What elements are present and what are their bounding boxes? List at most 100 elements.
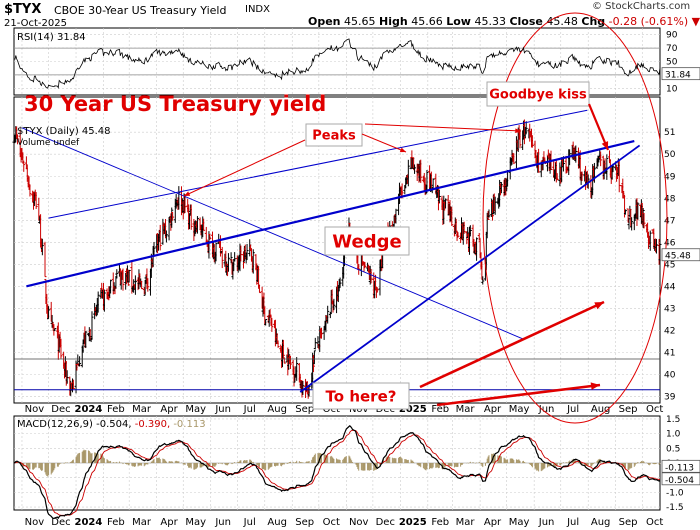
peaks-annotation-box [305,123,363,147]
high-label: High [379,15,408,28]
macd-x-tick-label: Nov [349,517,369,528]
macd-x-tick-label: Aug [591,517,611,528]
macd-x-tick-label: Sep [295,517,314,528]
macd-line [13,424,661,520]
price-y-tick-label: 50 [664,150,676,160]
header-brand: © StockCharts.com [592,1,691,12]
price-last-value: 45.48 [665,252,691,262]
price-y-tick-label: 48 [664,194,676,204]
to-here-arrow-upper [419,300,605,389]
price-x-tick-label: Jul [243,404,256,415]
price-x-tick-label: Mar [132,404,152,415]
wedge-upper-trendline [26,139,635,288]
close-label: Close [509,15,543,28]
rsi-line [14,38,661,89]
macd-x-tick-label: May [185,517,206,528]
macd-legend-value: MACD(12,26,9) -0.504, [17,419,135,430]
macd-last-value: -0.504 [665,476,694,486]
macd-y-tick-label: 0.5 [666,444,680,454]
header-ohlc: Open 45.65 High 45.66 Low 45.33 Close 45… [308,15,700,28]
price-x-tick-label: Aug [267,404,287,415]
rsi-legend: RSI(14) 31.84 [17,32,86,43]
to-here-annotation-label: To here? [326,387,397,405]
wedge-lower-trendline [299,144,641,393]
header-date: 21-Oct-2025 [4,18,67,29]
price-y-tick-label: 49 [664,172,676,182]
rsi-y-tick-label: 70 [666,44,678,54]
price-y-tick-label: 39 [664,392,676,402]
price-y-tick-label: 47 [664,216,675,226]
macd-x-tick-label: Dec [51,517,70,528]
price-y-tick-label: 40 [664,370,676,380]
macd-x-tick-label: Feb [431,517,449,528]
price-x-tick-label: 2024 [75,404,103,415]
peaks-arrow-right [364,123,522,132]
macd-y-tick-label: 1.5 [666,415,680,425]
macd-y-tick-label: -1.5 [666,503,684,513]
macd-x-tick-label: Aug [267,517,287,528]
peaks-arrow-left-head [184,191,191,196]
to-here-arrow-lower-head [590,382,600,390]
peaks-arrow-mid [361,133,407,153]
header-name: CBOE 30-Year US Treasury Yield [54,4,227,17]
price-x-tick-label: May [509,404,530,415]
volume-legend: Volume undef [17,138,80,148]
price-x-tick-label: Apr [484,404,502,415]
macd-x-tick-label: Oct [323,517,340,528]
macd-x-tick-label: Oct [646,517,663,528]
macd-x-tick-label: Feb [107,517,125,528]
macd-x-tick-label: 2024 [75,517,103,528]
peaks-arrow-left [183,139,306,197]
price-last-value-box [661,248,700,262]
macd-x-tick-label: Sep [619,517,638,528]
price-y-tick-label: 44 [664,282,676,292]
to-here-arrow-lower [436,383,601,407]
macd-x-tick-label: Mar [132,517,152,528]
price-x-tick-label: Jun [214,404,231,415]
price-x-tick-label: May [185,404,206,415]
macd-x-tick-label: Jul [243,517,256,528]
chg-value: -0.28 (-0.61%) [608,15,689,28]
peaks-annotation-label: Peaks [312,129,356,144]
upper-channel-line [48,109,588,219]
goodbye-kiss-annotation-label: Goodbye kiss [489,88,587,103]
price-y-tick-label: 45 [664,260,675,270]
price-y-tick-label: 41 [664,348,675,358]
price-x-tick-label: Feb [431,404,449,415]
highlight-ellipse [482,12,668,424]
macd-y-tick-label: -1.0 [666,488,684,498]
macd-hist-last-value: -0.113 [665,463,694,473]
macd-x-tick-label: Jun [538,517,555,528]
macd-x-tick-label: Apr [160,517,178,528]
low-label: Low [446,15,471,28]
macd-x-tick-label: Jun [214,517,231,528]
price-x-tick-label: Aug [591,404,611,415]
chg-label: Chg [581,15,606,28]
price-x-tick-label: Feb [107,404,125,415]
to-here-arrow-upper-head [594,302,604,310]
goodbye-kiss-annotation-box [486,81,590,107]
peaks-arrow-mid-head [399,147,406,153]
macd-legend-signal: -0.390, [135,419,174,430]
price-x-tick-label: Jun [538,404,555,415]
goodbye-kiss-arrow-head [601,141,609,150]
rsi-last-value-box [661,67,700,81]
goodbye-kiss-arrow [587,103,610,151]
header-exchange: INDX [245,4,270,15]
price-y-tick-label: 51 [664,128,675,138]
macd-x-tick-label: May [509,517,530,528]
price-y-tick-label: 43 [664,304,675,314]
price-x-tick-label: Sep [295,404,314,415]
open-label: Open [308,15,341,28]
price-x-tick-label: 2025 [399,404,427,415]
low-value: 45.33 [474,15,506,28]
price-x-tick-label: Mar [456,404,476,415]
chg-down-icon: ▼ [691,15,700,28]
macd-x-tick-label: Mar [456,517,476,528]
rsi-last-value: 31.84 [665,71,691,81]
price-x-tick-label: Oct [646,404,663,415]
price-x-tick-label: Nov [25,404,45,415]
macd-x-tick-label: Nov [25,517,45,528]
price-y-tick-label: 42 [664,326,675,336]
